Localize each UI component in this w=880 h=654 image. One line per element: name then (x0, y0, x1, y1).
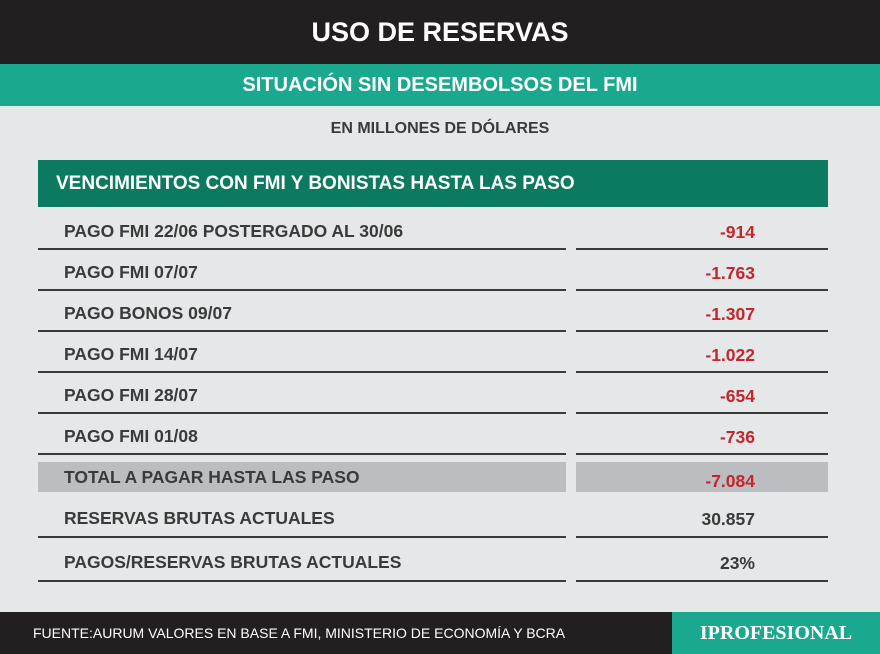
table-title: VENCIMIENTOS CON FMI Y BONISTAS HASTA LA… (38, 160, 828, 207)
row-label: PAGO FMI 28/07 (38, 378, 566, 414)
row-value: -1.763 (576, 257, 828, 291)
summary-value: 30.857 (576, 502, 828, 538)
row-value: -1.307 (576, 298, 828, 332)
row-value: -736 (576, 421, 828, 455)
total-value: -7.084 (576, 462, 828, 492)
summary-label: RESERVAS BRUTAS ACTUALES (38, 500, 566, 538)
subtitle: SITUACIÓN SIN DESEMBOLSOS DEL FMI (0, 64, 880, 106)
source: FUENTE:AURUM VALORES EN BASE A FMI, MINI… (0, 612, 672, 654)
summary-label: PAGOS/RESERVAS BRUTAS ACTUALES (38, 544, 566, 582)
row-label: PAGO FMI 22/06 POSTERGADO AL 30/06 (38, 214, 566, 250)
row-value: -1.022 (576, 339, 828, 373)
title: USO DE RESERVAS (0, 0, 880, 64)
summary-value: 23% (576, 546, 828, 582)
row-value: -654 (576, 380, 828, 414)
brand: IPROFESIONAL (672, 612, 880, 654)
row-value: -914 (576, 216, 828, 250)
row-label: PAGO BONOS 09/07 (38, 296, 566, 332)
row-label: PAGO FMI 07/07 (38, 255, 566, 291)
total-label: TOTAL A PAGAR HASTA LAS PASO (38, 462, 566, 492)
row-label: PAGO FMI 01/08 (38, 419, 566, 455)
units: EN MILLONES DE DÓLARES (330, 120, 550, 137)
row-label: PAGO FMI 14/07 (38, 337, 566, 373)
